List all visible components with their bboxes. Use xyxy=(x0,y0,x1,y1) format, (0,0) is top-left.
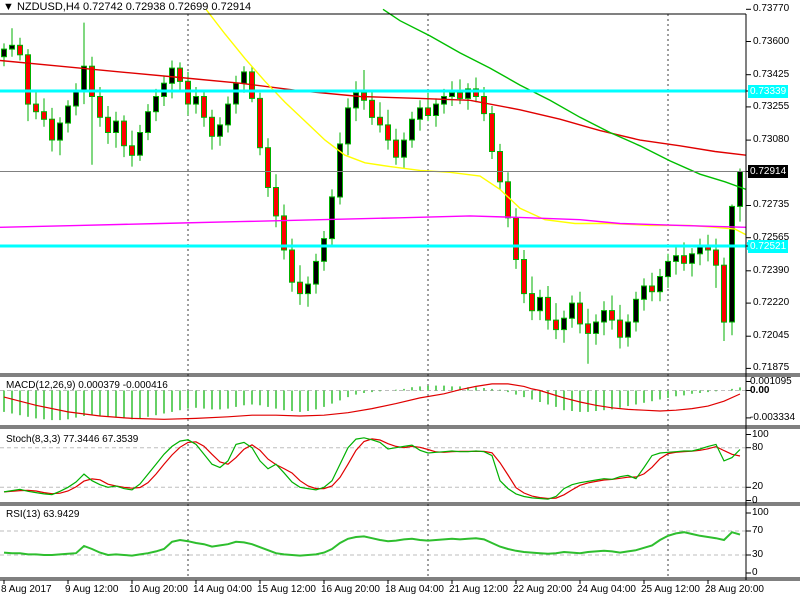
candle-bear xyxy=(385,124,391,141)
candle-bull xyxy=(593,321,599,334)
candle-bull xyxy=(313,260,319,285)
candle-bull xyxy=(689,253,695,264)
candle-bear xyxy=(105,116,111,134)
candle-bull xyxy=(433,103,439,116)
candle-bull xyxy=(241,71,247,84)
candle-bear xyxy=(649,285,655,293)
candle-bear xyxy=(281,215,287,251)
candle-bull xyxy=(569,302,575,319)
candle-bull xyxy=(737,171,743,207)
candle-bear xyxy=(209,116,215,137)
candle-bull xyxy=(321,238,327,262)
ma-magenta-line xyxy=(0,215,747,228)
candle-bull xyxy=(409,118,415,141)
candle-bull xyxy=(465,88,471,99)
candle-bull xyxy=(401,139,407,158)
rsi-line xyxy=(3,531,741,557)
candle-bull xyxy=(113,120,119,133)
candle-bull xyxy=(193,96,199,105)
candle-bull xyxy=(65,105,71,124)
candle-bull xyxy=(305,283,311,295)
candle-bull xyxy=(657,276,663,293)
candle-bear xyxy=(585,323,591,334)
candle-bear xyxy=(25,54,31,105)
candle-bull xyxy=(145,111,151,133)
candle-bull xyxy=(153,96,159,113)
candle-bear xyxy=(473,88,479,98)
candle-bull xyxy=(217,124,223,137)
candle-bear xyxy=(481,96,487,115)
candle-bear xyxy=(425,107,431,117)
candle-bull xyxy=(9,44,15,50)
candle-bear xyxy=(545,296,551,321)
candle-bear xyxy=(489,113,495,152)
stoch-d-line xyxy=(3,438,741,500)
candle-bull xyxy=(345,107,351,145)
candle-bull xyxy=(57,122,63,141)
candle-bull xyxy=(329,196,335,240)
candle-bear xyxy=(377,116,383,126)
candle-bear xyxy=(713,249,719,266)
candle-bear xyxy=(257,97,263,149)
candle-bull xyxy=(1,48,7,58)
candle-bear xyxy=(129,145,135,156)
candle-bull xyxy=(233,82,239,105)
candle-bear xyxy=(497,151,503,183)
candle-bull xyxy=(353,92,359,109)
candle-bear xyxy=(721,264,727,323)
candle-bull xyxy=(81,65,87,92)
candle-bear xyxy=(89,65,95,97)
candle-bear xyxy=(297,281,303,295)
candle-bear xyxy=(681,255,687,264)
candle-bear xyxy=(577,302,583,325)
candle-bear xyxy=(553,319,559,331)
candle-bear xyxy=(177,67,183,82)
candle-bear xyxy=(265,147,271,188)
candle-bear xyxy=(121,120,127,147)
symbol-dropdown-icon[interactable]: ▼ xyxy=(3,1,17,13)
macd-signal-line xyxy=(3,383,741,420)
candle-bull xyxy=(73,90,79,107)
candle-bull xyxy=(673,255,679,262)
candle-bear xyxy=(33,103,39,113)
candles-layer xyxy=(1,22,743,364)
candle-bull xyxy=(665,260,671,278)
stoch-k-line xyxy=(3,437,741,500)
candle-bear xyxy=(17,44,23,56)
candle-bull xyxy=(417,107,423,120)
candle-bear xyxy=(289,249,295,283)
candle-bear xyxy=(393,139,399,158)
candle-bull xyxy=(729,205,735,323)
candle-bear xyxy=(617,319,623,338)
candle-bull xyxy=(625,321,631,338)
candle-bear xyxy=(41,111,47,120)
candle-bull xyxy=(601,310,607,323)
candle-bear xyxy=(529,293,535,312)
candle-bull xyxy=(449,92,455,97)
candle-bear xyxy=(201,96,207,118)
candle-bear xyxy=(185,80,191,105)
candle-bear xyxy=(457,92,463,99)
candle-bear xyxy=(505,181,511,219)
candle-bull xyxy=(225,103,231,126)
ma-yellow-line xyxy=(205,8,747,236)
candle-bear xyxy=(513,217,519,261)
candle-bull xyxy=(561,317,567,331)
candle-bear xyxy=(521,259,527,295)
candle-bear xyxy=(609,310,615,321)
candle-bull xyxy=(137,132,143,156)
candle-bear xyxy=(97,96,103,118)
candle-bull xyxy=(441,96,447,105)
ma-red-line xyxy=(0,59,747,156)
candle-bear xyxy=(369,99,375,118)
candle-bull xyxy=(537,296,543,312)
candle-bull xyxy=(169,67,175,84)
candle-bull xyxy=(641,285,647,300)
candle-bear xyxy=(273,187,279,217)
candle-bull xyxy=(633,298,639,323)
candle-bear xyxy=(49,118,55,141)
candle-bull xyxy=(337,143,343,198)
